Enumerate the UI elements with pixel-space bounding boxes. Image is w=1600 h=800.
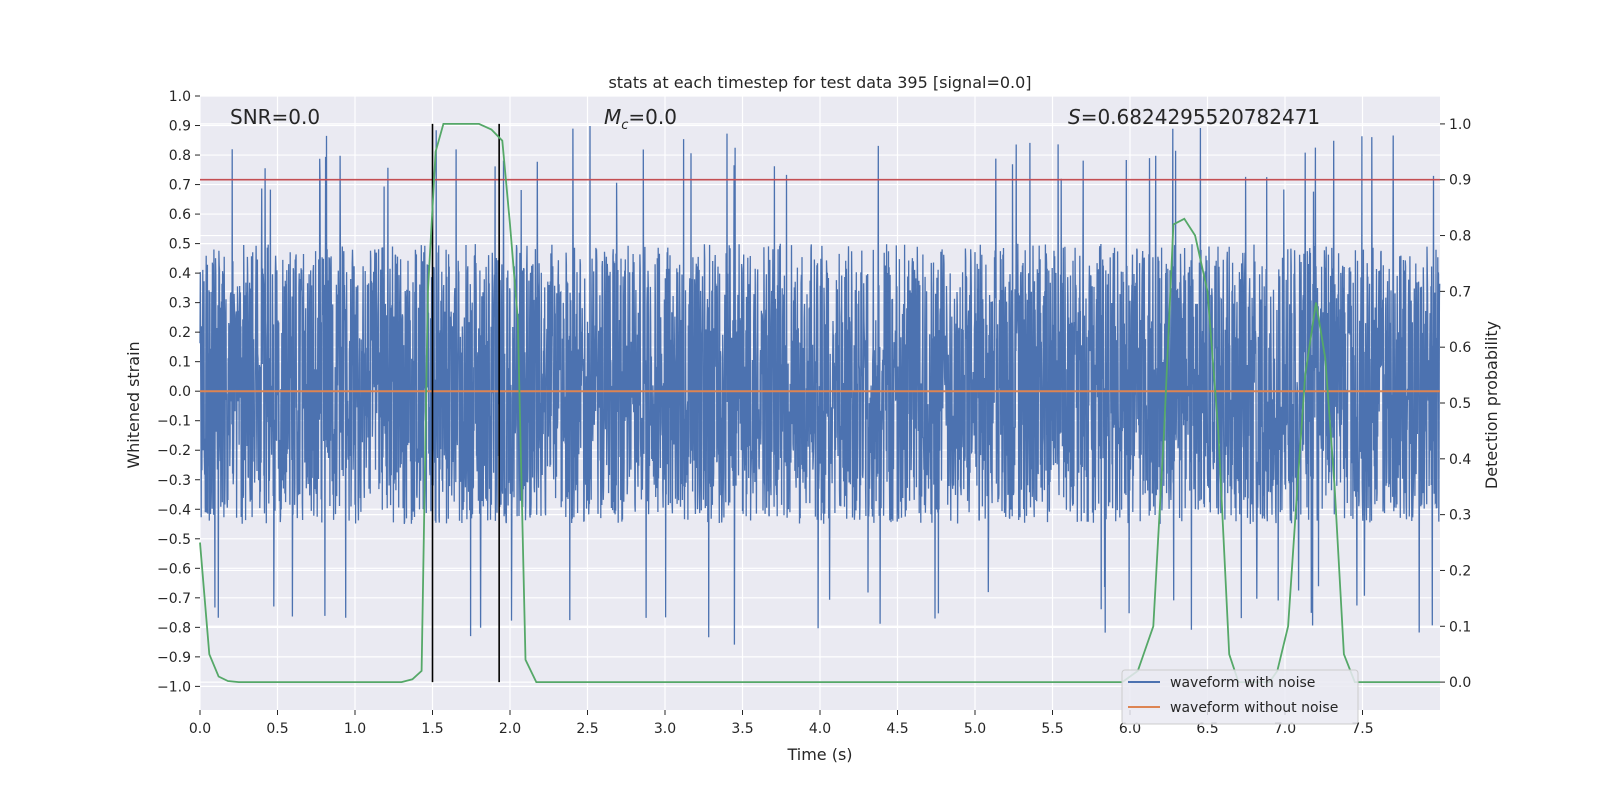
chirp-mass-symbol: M — [604, 105, 621, 129]
x-tick-label: 3.0 — [654, 721, 676, 737]
x-tick-label: 0.0 — [189, 721, 211, 737]
legend: waveform with noise waveform without noi… — [1121, 669, 1359, 725]
y-tick-label: 0.2 — [169, 325, 191, 341]
y-tick-label: −0.8 — [157, 620, 191, 636]
y-tick-label: 0.5 — [169, 237, 191, 253]
y2-tick-label: 0.9 — [1449, 173, 1471, 189]
legend-box — [1121, 669, 1359, 725]
x-tick-label: 6.0 — [1119, 721, 1141, 737]
score-annotation: S=0.6824295520782471 — [1068, 105, 1320, 129]
y2-tick-label: 0.8 — [1449, 229, 1471, 245]
y-tick-label: 1.0 — [169, 89, 191, 105]
y-tick-label: −0.5 — [157, 532, 191, 548]
y-tick-label: −0.2 — [157, 443, 191, 459]
score-symbol: S — [1068, 105, 1081, 129]
snr-annotation: SNR=0.0 — [230, 105, 320, 129]
y-tick-label: −0.9 — [157, 650, 191, 666]
y-tick-label: 0.9 — [169, 119, 191, 135]
y2-tick-label: 0.2 — [1449, 563, 1471, 579]
y-axis-label: Whitened strain — [124, 341, 143, 468]
y2-tick-label: 0.4 — [1449, 452, 1471, 468]
y-tick-label: −0.4 — [157, 502, 191, 518]
x-tick-labels: 0.0 0.5 1.0 1.5 2.0 2.5 3.0 3.5 4.0 4.5 5.0 5.5 6.0 6… — [189, 710, 1374, 737]
x-tick-label: 2.5 — [576, 721, 598, 737]
chirp-mass-value: =0.0 — [628, 105, 677, 129]
x-tick-label: 7.5 — [1351, 721, 1373, 737]
y-tick-label: 0.3 — [169, 296, 191, 312]
x-tick-label: 5.5 — [1041, 721, 1063, 737]
y2-tick-label: 0.3 — [1449, 508, 1471, 524]
y2-tick-label: 0.5 — [1449, 396, 1471, 412]
noisy-waveform-series — [199, 125, 1441, 645]
x-axis-label: Time (s) — [786, 745, 852, 764]
y-tick-label: 0.6 — [169, 207, 191, 223]
y2-tick-label: 0.7 — [1449, 284, 1471, 300]
y2-tick-label: 0.6 — [1449, 340, 1471, 356]
x-tick-label: 4.5 — [886, 721, 908, 737]
noisy-waveform-line — [199, 125, 1441, 645]
y-tick-label: 0.7 — [169, 178, 191, 194]
y2-tick-label: 0.0 — [1449, 675, 1471, 691]
x-tick-label: 1.5 — [421, 721, 443, 737]
x-tick-label: 7.0 — [1274, 721, 1296, 737]
y2-tick-label: 1.0 — [1449, 117, 1471, 133]
x-tick-label: 0.5 — [266, 721, 288, 737]
legend-label-noisy: waveform with noise — [1170, 675, 1315, 691]
x-tick-label: 5.0 — [964, 721, 986, 737]
chirp-mass-subscript: c — [621, 118, 628, 133]
y2-axis-label: Detection probability — [1482, 321, 1501, 489]
y-tick-label: 0.8 — [169, 148, 191, 164]
y-tick-label: −1.0 — [157, 679, 191, 695]
x-tick-label: 6.5 — [1196, 721, 1218, 737]
y-tick-label: 0.4 — [169, 266, 191, 282]
detection-probability-line — [199, 123, 1440, 683]
y2-tick-labels: 1.0 0.9 0.8 0.7 0.6 0.5 0.4 0.3 0.2 0.1 0.0 — [1440, 117, 1471, 691]
x-tick-label: 2.0 — [499, 721, 521, 737]
y-tick-label: 0.0 — [169, 384, 191, 400]
y-tick-label: −0.1 — [157, 414, 191, 430]
x-tick-label: 1.0 — [344, 721, 366, 737]
y-tick-labels: 1.0 0.9 0.8 0.7 0.6 0.5 0.4 0.3 0.2 0.1 0.0 −0.1 −0.… — [157, 89, 200, 695]
y-tick-label: 0.1 — [169, 355, 191, 371]
y-tick-label: −0.7 — [157, 591, 191, 607]
score-value: =0.6824295520782471 — [1081, 105, 1320, 129]
y-tick-label: −0.6 — [157, 561, 191, 577]
y2-tick-label: 0.1 — [1449, 619, 1471, 635]
chirp-mass-annotation: Mc=0.0 — [604, 105, 677, 133]
x-tick-label: 3.5 — [731, 721, 753, 737]
y-tick-label: −0.3 — [157, 473, 191, 489]
x-tick-label: 4.0 — [809, 721, 831, 737]
chart-title: stats at each timestep for test data 395… — [608, 73, 1031, 92]
legend-label-clean: waveform without noise — [1170, 700, 1338, 716]
